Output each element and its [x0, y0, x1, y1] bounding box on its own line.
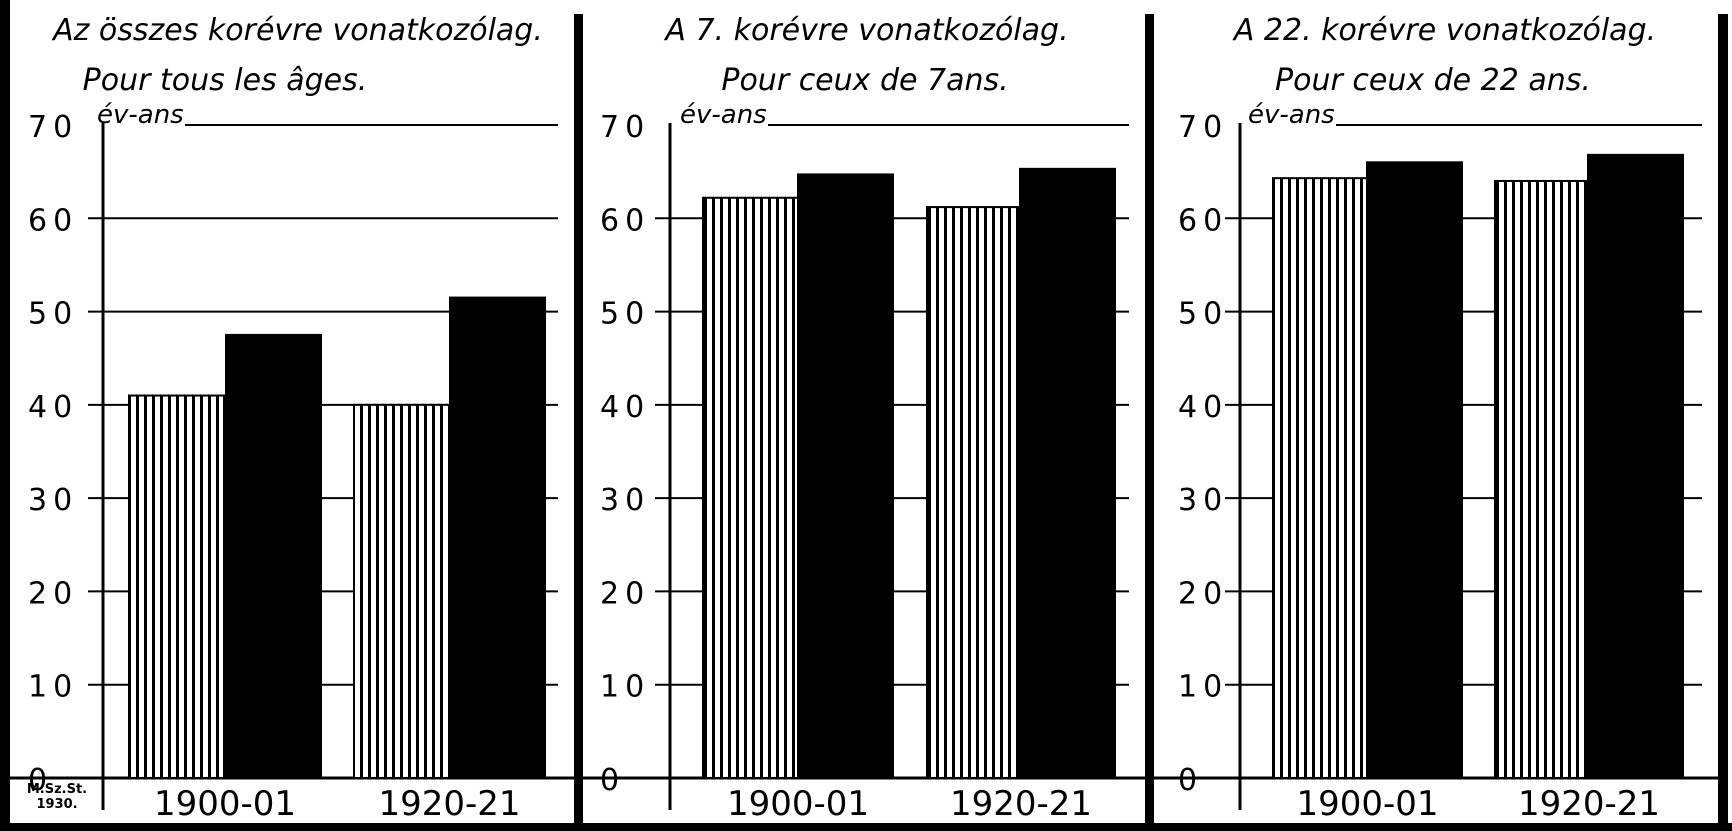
chart-1-ytick-50: 50 — [28, 297, 78, 332]
chart-3-bar-1920-21-hatched — [1494, 179, 1591, 779]
chart-3-ytick-60: 60 — [1178, 203, 1228, 238]
chart-3-ytick-0: 0 — [1178, 763, 1203, 798]
frame-bottom — [0, 823, 1732, 831]
chart-2-ytick-30: 30 — [600, 483, 650, 518]
frame-right — [1718, 14, 1728, 831]
chart-3-xtick-1900-01: 1900-01 — [1296, 784, 1438, 824]
credit-line-1: M.Sz.St. — [26, 782, 88, 797]
chart-1-subtitle: Pour tous les âges. — [83, 63, 368, 98]
chart-3-bar-1920-21-solid — [1587, 153, 1684, 779]
chart-1-ytick-10: 10 — [28, 670, 78, 705]
chart-3-xtick-1920-21: 1920-21 — [1518, 784, 1660, 824]
chart-1-title: Az összes korévre vonatkozólag. — [51, 13, 543, 48]
frame-left — [0, 0, 10, 831]
chart-1-ytick-30: 30 — [28, 483, 78, 518]
chart-1-ytick-40: 40 — [28, 390, 78, 425]
chart-2-ytick-50: 50 — [600, 297, 650, 332]
chart-2-xtick-1900-01: 1900-01 — [727, 784, 869, 824]
chart-1-bar-1920-21-solid — [449, 296, 546, 779]
chart-3-bar-1900-01-hatched — [1272, 177, 1369, 779]
chart-1-bar-1900-01-solid — [225, 333, 322, 779]
chart-3-bar-1900-01-solid — [1366, 161, 1463, 780]
chart-2-ytick-20: 20 — [600, 576, 650, 611]
chart-1-bar-1900-01-hatched — [128, 394, 225, 779]
chart-3-ytick-70: 70 — [1178, 110, 1228, 145]
chart-2-xtick-1920-21: 1920-21 — [950, 784, 1092, 824]
chart-2-ytick-40: 40 — [600, 390, 650, 425]
chart-2-ylabel: év-ans — [680, 100, 767, 130]
chart-3-title: A 22. korévre vonatkozólag. — [1232, 13, 1656, 48]
chart-3-ytick-10: 10 — [1178, 670, 1228, 705]
chart-3-subtitle: Pour ceux de 22 ans. — [1275, 63, 1591, 98]
chart-2-title: A 7. korévre vonatkozólag. — [663, 13, 1068, 48]
chart-2-bar-1920-21-hatched — [926, 206, 1023, 779]
chart-1-xtick-1900-01: 1900-01 — [154, 784, 296, 824]
chart-2-ytick-60: 60 — [600, 203, 650, 238]
chart-1-ytick-60: 60 — [28, 203, 78, 238]
chart-2-subtitle: Pour ceux de 7ans. — [721, 63, 1008, 98]
chart-2-ytick-0: 0 — [600, 763, 625, 798]
chart-2-bar-1900-01-solid — [797, 173, 894, 780]
chart-2-bar-1920-21-solid — [1019, 167, 1116, 779]
chart-3-ytick-30: 30 — [1178, 483, 1228, 518]
chart-3-ytick-50: 50 — [1178, 297, 1228, 332]
chart-1-ytick-70: 70 — [28, 110, 78, 145]
chart-1-ytick-0: 0 — [28, 763, 53, 798]
chart-2-bar-1900-01-hatched — [702, 196, 799, 779]
chart-3-ytick-40: 40 — [1178, 390, 1228, 425]
chart-1-bar-1920-21-hatched — [353, 403, 450, 779]
chart-2-ytick-70: 70 — [600, 110, 650, 145]
credit-line-2: 1930. — [36, 797, 78, 812]
chart-1-xtick-1920-21: 1920-21 — [378, 784, 520, 824]
chart-2-ytick-10: 10 — [600, 670, 650, 705]
frame-divider-1 — [574, 14, 583, 831]
chart-3-ytick-20: 20 — [1178, 576, 1228, 611]
frame-divider-2 — [1145, 14, 1154, 831]
chart-1-ylabel: év-ans — [97, 100, 184, 130]
credit-label: M.Sz.St. 1930. — [22, 782, 92, 812]
chart-3-ylabel: év-ans — [1248, 100, 1335, 130]
chart-1-ytick-20: 20 — [28, 576, 78, 611]
